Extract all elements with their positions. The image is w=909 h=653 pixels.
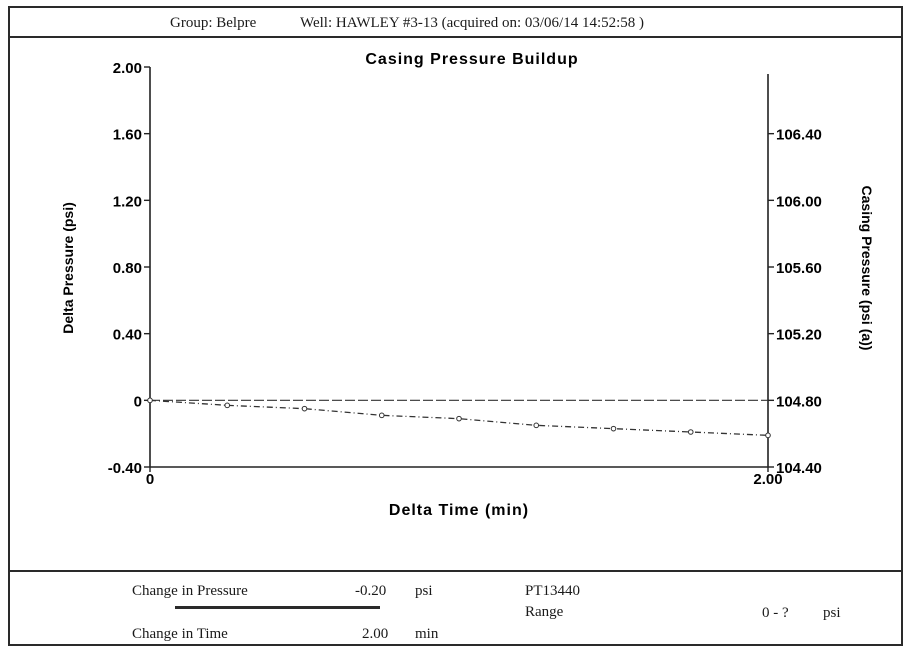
summary-panel: Change in Pressure -0.20 psi Change in T…	[10, 572, 901, 646]
y-tick-label: 0.40	[113, 327, 142, 344]
y2-tick-label: 104.80	[776, 393, 822, 410]
pressure-change-value: -0.20	[355, 583, 387, 599]
pressure-buildup-chart: Casing Pressure Buildup -0.4000.400.801.…	[60, 51, 875, 519]
y-tick-label: 2.00	[113, 60, 142, 77]
data-point	[765, 432, 771, 439]
left-axis-ticks: -0.40 0 0.40 0.80 1.20 1.60 2.00	[108, 60, 150, 477]
pressure-change-label: Change in Pressure	[132, 583, 248, 599]
legend-line-sample	[175, 606, 380, 609]
range-label: Range	[525, 604, 564, 620]
gauge-id: PT13440	[525, 583, 581, 599]
x-tick-label: 0	[146, 471, 154, 488]
data-point	[533, 422, 540, 429]
y-tick-label: 1.20	[113, 193, 142, 210]
y2-tick-label: 105.60	[776, 260, 822, 277]
report-header: Group: Belpre Well: HAWLEY #3-13 (acquir…	[10, 8, 901, 38]
time-change-label: Change in Time	[132, 626, 228, 642]
series-layer	[147, 397, 771, 439]
right-axis-ticks: 104.40 104.80 105.20 105.60 106.00 106.40	[768, 127, 822, 477]
data-point	[610, 425, 617, 432]
chart-title: Casing Pressure Buildup	[365, 51, 578, 68]
y2-axis-label: Casing Pressure (psi (a))	[859, 186, 875, 351]
y2-tick-label: 104.40	[776, 460, 822, 477]
data-point	[687, 429, 694, 435]
data-point	[224, 402, 231, 409]
y-tick-label: 0	[134, 393, 142, 410]
chart-area: Casing Pressure Buildup -0.40 0 0.40 0.80 1.…	[10, 38, 901, 572]
data-point	[301, 405, 308, 412]
range-unit: psi	[823, 605, 841, 621]
well-label: Well: HAWLEY #3-13 (acquired on: 03/06/1…	[300, 15, 645, 31]
time-change-value: 2.00	[362, 626, 389, 642]
time-change-unit: min	[415, 626, 439, 642]
range-value: 0 - ?	[762, 605, 789, 621]
y2-tick-label: 106.00	[776, 193, 822, 210]
data-point	[456, 415, 462, 422]
pressure-change-unit: psi	[415, 583, 433, 599]
x-axis-label: Delta Time (min)	[389, 502, 529, 519]
y-tick-label: -0.40	[108, 460, 142, 477]
group-label: Group: Belpre	[170, 15, 257, 31]
y2-tick-label: 106.40	[776, 127, 822, 144]
y-axis-label: Delta Pressure (psi)	[60, 202, 76, 334]
y2-tick-label: 105.20	[776, 327, 822, 344]
report-frame: Group: Belpre Well: HAWLEY #3-13 (acquir…	[8, 6, 903, 646]
bottom-axis-ticks: 0 2.00	[146, 467, 783, 488]
data-point	[378, 412, 385, 419]
x-tick-label: 2.00	[753, 471, 782, 488]
y-tick-label: 0.80	[113, 260, 142, 277]
y-tick-label: 1.60	[113, 127, 142, 144]
data-point	[147, 397, 153, 404]
